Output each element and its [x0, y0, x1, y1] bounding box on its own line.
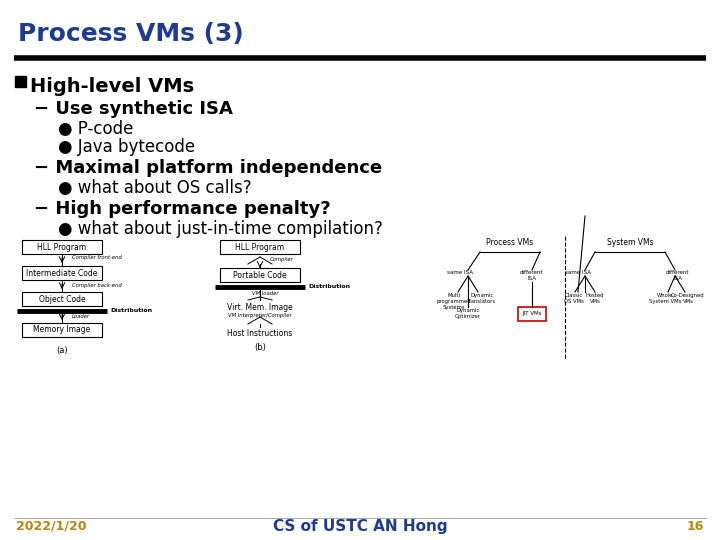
Text: Multi
programmed
Systems: Multi programmed Systems	[437, 293, 472, 309]
Text: High-level VMs: High-level VMs	[30, 77, 194, 96]
Text: Compiler front-end: Compiler front-end	[72, 255, 122, 260]
Text: Host Instructions: Host Instructions	[228, 329, 292, 338]
Text: HLL Program: HLL Program	[235, 242, 284, 252]
Text: Co-Designed
VMs: Co-Designed VMs	[671, 293, 705, 304]
Bar	[22, 323, 102, 337]
Text: Virt. Mem. Image: Virt. Mem. Image	[227, 303, 293, 312]
Text: System VMs: System VMs	[607, 238, 653, 247]
Bar	[220, 268, 300, 282]
Text: Compiler: Compiler	[270, 258, 294, 262]
Text: (b): (b)	[254, 343, 266, 352]
Text: ● Java bytecode: ● Java bytecode	[58, 138, 195, 156]
Text: Whole
System VMs: Whole System VMs	[649, 293, 681, 304]
Bar	[220, 240, 300, 254]
Text: − High performance penalty?: − High performance penalty?	[34, 200, 330, 218]
Text: Memory Image: Memory Image	[33, 326, 91, 334]
Text: Process VMs (3): Process VMs (3)	[18, 22, 244, 46]
Text: Dynamic
Optimizer: Dynamic Optimizer	[455, 308, 481, 319]
Text: same ISA: same ISA	[565, 270, 591, 275]
Text: JIT VMs: JIT VMs	[522, 312, 541, 316]
Text: Distribution: Distribution	[308, 285, 350, 289]
Text: 2022/1/20: 2022/1/20	[16, 519, 86, 532]
Bar	[22, 240, 102, 254]
Bar	[15, 76, 26, 87]
Text: HLL Program: HLL Program	[37, 242, 86, 252]
Text: Process VMs: Process VMs	[487, 238, 534, 247]
Text: different
ISA: different ISA	[521, 270, 544, 281]
Bar	[518, 307, 546, 321]
Text: Portable Code: Portable Code	[233, 271, 287, 280]
Text: ● what about OS calls?: ● what about OS calls?	[58, 179, 251, 197]
Text: Hosted
VMs: Hosted VMs	[586, 293, 604, 304]
Bar	[22, 292, 102, 306]
Text: ● P-code: ● P-code	[58, 120, 133, 138]
Text: − Use synthetic ISA: − Use synthetic ISA	[34, 100, 233, 118]
Text: Intermediate Code: Intermediate Code	[27, 268, 98, 278]
Text: 16: 16	[687, 519, 704, 532]
Text: Distribution: Distribution	[110, 308, 152, 314]
Text: VM Interpreter/Compiler: VM Interpreter/Compiler	[228, 313, 292, 318]
Text: different
ISA: different ISA	[666, 270, 690, 281]
Text: Classic
OS VMs: Classic OS VMs	[564, 293, 584, 304]
Bar	[22, 266, 102, 280]
Text: Compiler back-end: Compiler back-end	[72, 282, 122, 287]
Text: Dynamic
Translators: Dynamic Translators	[467, 293, 497, 304]
Text: (a): (a)	[56, 346, 68, 355]
Text: VM loader: VM loader	[252, 291, 278, 296]
Text: Object Code: Object Code	[39, 294, 85, 303]
Text: same ISA: same ISA	[447, 270, 473, 275]
Text: CS of USTC AN Hong: CS of USTC AN Hong	[273, 518, 447, 534]
Text: − Maximal platform independence: − Maximal platform independence	[34, 159, 382, 177]
Text: ● what about just-in-time compilation?: ● what about just-in-time compilation?	[58, 220, 383, 238]
Text: Loader: Loader	[72, 314, 90, 320]
